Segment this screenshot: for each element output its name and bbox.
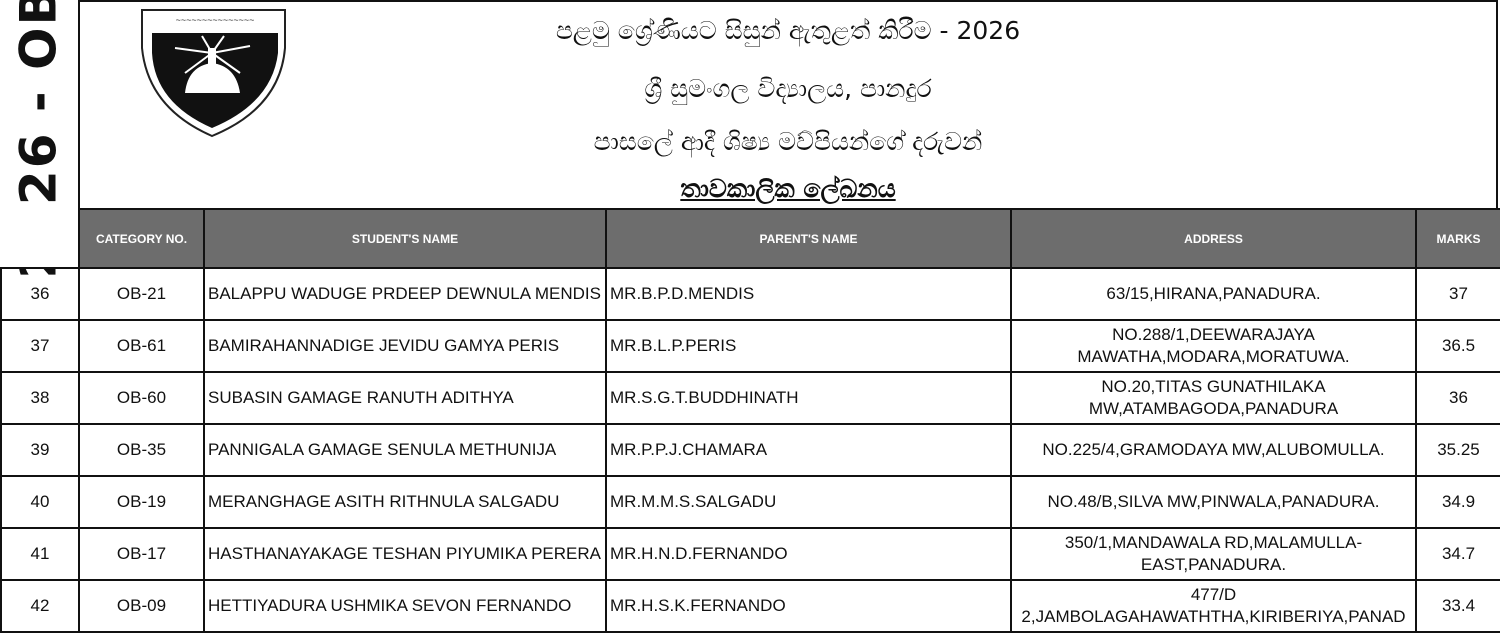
parent-name: MR.P.P.J.CHAMARA [605, 423, 1012, 477]
header-blank [1, 209, 80, 268]
row-number: 37 [0, 319, 80, 373]
row-number: 40 [0, 475, 80, 529]
parent-name: MR.H.N.D.FERNANDO [605, 527, 1012, 581]
col-marks: MARKS [1415, 208, 1500, 269]
school-name: ශ්‍රී සුමංගල විද්‍යාලය, පානදුර [644, 74, 932, 103]
category-title: පාසලේ ආදී ශිෂ්‍ය මව්පියන්ගේ දරුවන් [593, 127, 983, 156]
table-row: 37 OB-61 BAMIRAHANNADIGE JEVIDU GAMYA PERI… [0, 319, 1500, 373]
col-category: CATEGORY NO. [78, 208, 205, 269]
address: 350/1,MANDAWALA RD,MALAMULLA-EAST,PANADU… [1010, 527, 1417, 581]
students-table: CATEGORY NO. STUDENT'S NAME PARENT'S NAM… [0, 208, 1500, 633]
category-no: OB-21 [78, 267, 205, 321]
marks: 36.5 [1415, 319, 1500, 373]
table-row: 39 OB-35 PANNIGALA GAMAGE SENULA METHUNIJA… [0, 423, 1500, 477]
header: ~~~~~~~~~~~~~~~ පළමු ශ්‍රේණියට සිසුන් ඇත… [78, 0, 1498, 208]
col-parent: PARENT'S NAME [605, 208, 1012, 269]
marks: 34.7 [1415, 527, 1500, 581]
svg-text:~~~~~~~~~~~~~~~: ~~~~~~~~~~~~~~~ [176, 15, 255, 25]
marks: 33.4 [1415, 579, 1500, 633]
school-crest-logo: ~~~~~~~~~~~~~~~ [141, 9, 286, 138]
marks: 35.25 [1415, 423, 1500, 477]
table-header: CATEGORY NO. STUDENT'S NAME PARENT'S NAM… [1, 208, 1500, 269]
marks: 37 [1415, 267, 1500, 321]
table-row: 42 OB-09 HETTIYADURA USHMIKA SEVON FERNAND… [0, 579, 1500, 633]
address: 477/D 2,JAMBOLAGAHAWATHTHA,KIRIBERIYA,PA… [1010, 579, 1417, 633]
row-number: 41 [0, 527, 80, 581]
category-no: OB-35 [78, 423, 205, 477]
category-no: OB-60 [78, 371, 205, 425]
row-number: 38 [0, 371, 80, 425]
table-row: 36 OB-21 BALAPPU WADUGE PRDEEP DEWNULA MEN… [0, 267, 1500, 321]
header-title: පළමු ශ්‍රේණියට සිසුන් ඇතුළත් කිරීම - 202… [555, 16, 1021, 45]
list-type: තාවකාලික ලේඛනය [680, 174, 896, 203]
row-number: 36 [0, 267, 80, 321]
parent-name: MR.H.S.K.FERNANDO [605, 579, 1012, 633]
table-row: 41 OB-17 HASTHANAYAKAGE TESHAN PIYUMIKA PE… [0, 527, 1500, 581]
address: NO.48/B,SILVA MW,PINWALA,PANADURA. [1010, 475, 1417, 529]
parent-name: MR.S.G.T.BUDDHINATH [605, 371, 1012, 425]
row-number: 39 [0, 423, 80, 477]
student-name: SUBASIN GAMAGE RANUTH ADITHYA [203, 371, 607, 425]
table-row: 38 OB-60 SUBASIN GAMAGE RANUTH ADITHYA MR.S… [0, 371, 1500, 425]
student-name: PANNIGALA GAMAGE SENULA METHUNIJA [203, 423, 607, 477]
address: NO.20,TITAS GUNATHILAKA MW,ATAMBAGODA,PA… [1010, 371, 1417, 425]
category-no: OB-61 [78, 319, 205, 373]
student-name: BAMIRAHANNADIGE JEVIDU GAMYA PERIS [203, 319, 607, 373]
student-name: MERANGHAGE ASITH RITHNULA SALGADU [203, 475, 607, 529]
parent-name: MR.B.P.D.MENDIS [605, 267, 1012, 321]
parent-name: MR.B.L.P.PERIS [605, 319, 1012, 373]
address: NO.225/4,GRAMODAYA MW,ALUBOMULLA. [1010, 423, 1417, 477]
parent-name: MR.M.M.S.SALGADU [605, 475, 1012, 529]
col-student: STUDENT'S NAME [203, 208, 607, 269]
address: NO.288/1,DEEWARAJAYA MAWATHA,MODARA,MORA… [1010, 319, 1417, 373]
category-no: OB-09 [78, 579, 205, 633]
category-no: OB-17 [78, 527, 205, 581]
category-no: OB-19 [78, 475, 205, 529]
address: 63/15,HIRANA,PANADURA. [1010, 267, 1417, 321]
student-name: BALAPPU WADUGE PRDEEP DEWNULA MENDIS [203, 267, 607, 321]
table-row: 40 OB-19 MERANGHAGE ASITH RITHNULA SALGADU… [0, 475, 1500, 529]
marks: 34.9 [1415, 475, 1500, 529]
col-address: ADDRESS [1010, 208, 1417, 269]
student-name: HASTHANAYAKAGE TESHAN PIYUMIKA PERERA [203, 527, 607, 581]
marks: 36 [1415, 371, 1500, 425]
student-name: HETTIYADURA USHMIKA SEVON FERNANDO [203, 579, 607, 633]
row-number: 42 [0, 579, 80, 633]
